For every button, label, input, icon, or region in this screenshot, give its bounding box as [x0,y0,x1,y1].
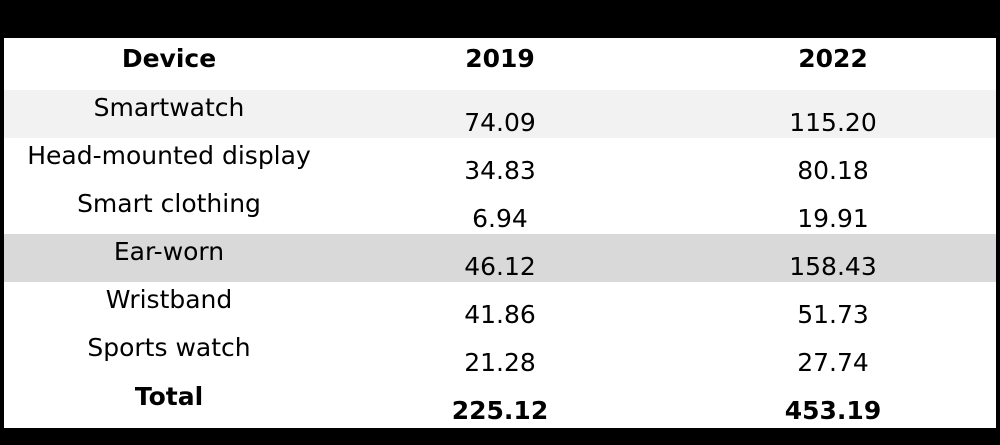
table-cell: Ear-worn [113,237,225,266]
table-cell: 158.43 [789,252,877,281]
table-cell: 51.73 [797,300,869,329]
table-cell: 41.86 [464,300,536,329]
table-cell: 74.09 [464,108,536,137]
table-row: Wristband 41.86 51.73 [4,282,996,330]
table-cell: Total [134,382,204,411]
header-row: Device 2019 2022 [4,38,996,90]
table-cell: 225.12 [451,396,549,425]
table-cell: 115.20 [789,108,877,137]
total-row: Total 225.12 453.19 [4,378,996,428]
table-cell: Sports watch [87,333,251,362]
table-cell: Head-mounted display [27,141,311,170]
table-cell: Smart clothing [77,189,261,218]
table-cell: Wristband [105,285,233,314]
table-cell: 34.83 [464,156,536,185]
table: Device 2019 2022 Smartwatch 74.09 115.20 Head-… [4,38,996,428]
table-row: Smart clothing 6.94 19.91 [4,186,996,234]
table-cell: 27.74 [797,348,869,377]
table-cell: 6.94 [472,204,528,233]
table-cell: 19.91 [797,204,869,233]
table-cell: 453.19 [784,396,882,425]
table-cell: 2019 [465,44,535,73]
table-cell: Device [121,44,217,73]
table-row: Head-mounted display 34.83 80.18 [4,138,996,186]
table-cell: 2022 [798,44,868,73]
table-cell: 80.18 [797,156,869,185]
table-row: Sports watch 21.28 27.74 [4,330,996,378]
table-cell: Smartwatch [93,93,245,122]
table-cell: 21.28 [464,348,536,377]
table-row: Smartwatch 74.09 115.20 [4,90,996,138]
table-row: Ear-worn 46.12 158.43 [4,234,996,282]
table-cell: 46.12 [464,252,536,281]
